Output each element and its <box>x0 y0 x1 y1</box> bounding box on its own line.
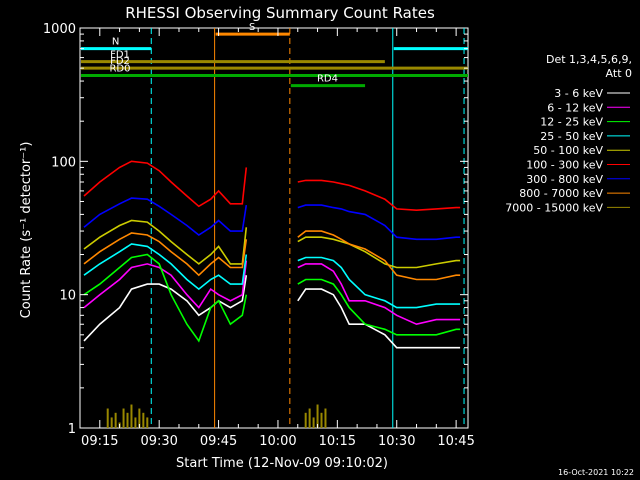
status-bar-label: RD0 <box>109 64 130 75</box>
x-axis-label: Start Time (12-Nov-09 09:10:02) <box>176 456 388 471</box>
y-tick-label: 1 <box>68 422 76 437</box>
x-tick-label: 09:30 <box>140 434 177 449</box>
y-tick-label: 1000 <box>43 22 76 37</box>
legend-label: 800 - 7000 keV <box>519 187 603 200</box>
legend-label: 7000 - 15000 keV <box>505 201 603 214</box>
y-tick-label: 10 <box>59 289 76 304</box>
vertical-markers <box>150 28 465 428</box>
status-bar-label: S <box>249 22 255 33</box>
status-bar-label: RD4 <box>317 74 338 85</box>
legend-label: 300 - 800 keV <box>526 173 603 186</box>
x-axis: 09:15 09:30 09:45 10:00 10:15 10:30 10:45 <box>79 28 475 449</box>
status-bar-label: N <box>112 37 119 48</box>
status-bar-label: FD2 <box>110 56 130 67</box>
series-line <box>83 160 461 212</box>
legend-label: 25 - 50 keV <box>540 130 603 143</box>
legend-header-line-2: Att 0 <box>606 67 632 80</box>
x-tick-label: 10:15 <box>319 434 356 449</box>
plot-area <box>79 27 469 429</box>
legend-label: 50 - 100 keV <box>533 144 603 157</box>
legend-label: 100 - 300 keV <box>526 159 603 172</box>
x-tick-label: 10:30 <box>378 434 415 449</box>
y-axis: 1 10 100 1000 <box>43 22 468 437</box>
x-tick-label: 09:15 <box>81 434 118 449</box>
x-tick-label: 09:45 <box>200 434 237 449</box>
y-tick-label: 100 <box>51 155 76 170</box>
series-line <box>83 275 461 349</box>
series-lines <box>83 160 461 428</box>
legend-header-line-1: Det 1,3,4,5,6,9, <box>546 53 632 66</box>
x-tick-label: 10:00 <box>259 434 296 449</box>
series-line <box>83 253 461 343</box>
chart-title: RHESSI Observing Summary Count Rates <box>125 4 435 22</box>
legend-label: 6 - 12 keV <box>547 101 603 114</box>
series-line <box>83 197 461 241</box>
legend-label: 12 - 25 keV <box>540 116 603 129</box>
status-bar-label: FD1 <box>110 50 130 61</box>
x-tick-label: 10:45 <box>437 434 474 449</box>
plot-frame <box>79 27 469 429</box>
legend-label: 3 - 6 keV <box>554 87 603 100</box>
series-line <box>83 260 461 326</box>
series-line <box>83 243 461 309</box>
y-axis-label: Count Rate (s⁻¹ detector⁻¹) <box>19 142 34 319</box>
series-line <box>83 230 461 281</box>
footer-date: 16-Oct-2021 10:22 <box>558 468 634 477</box>
series-line <box>83 219 461 269</box>
